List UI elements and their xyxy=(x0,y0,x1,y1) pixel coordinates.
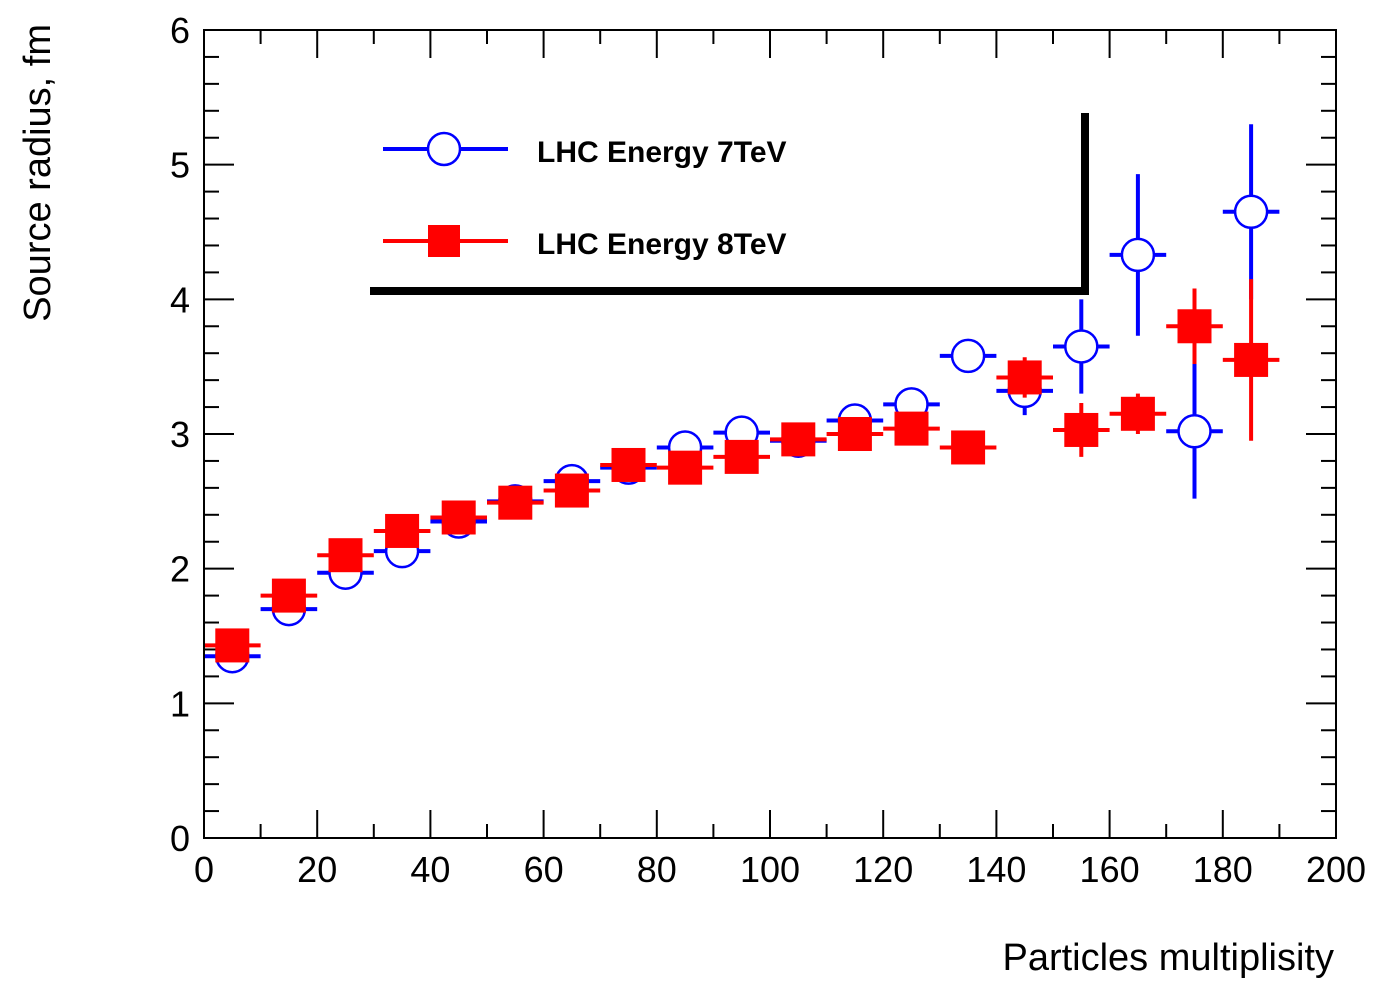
data-point-square xyxy=(441,500,476,535)
y-tick-label: 2 xyxy=(170,549,190,590)
legend-marker-7tev xyxy=(426,131,462,167)
data-point-square xyxy=(668,450,703,485)
plot-frame xyxy=(203,29,1337,839)
x-tick-label: 60 xyxy=(524,849,564,890)
x-tick-label: 100 xyxy=(740,849,800,890)
data-point-square xyxy=(328,538,363,573)
data-point-square xyxy=(1064,412,1099,447)
data-point-square xyxy=(498,485,533,520)
data-points xyxy=(204,124,1280,674)
data-point-square xyxy=(1177,309,1212,344)
y-tick-label: 3 xyxy=(170,414,190,455)
x-tick-label: 80 xyxy=(637,849,677,890)
data-point-square xyxy=(1234,342,1269,377)
series-7tev xyxy=(204,124,1280,674)
legend-border xyxy=(370,113,1089,295)
y-tick-label: 0 xyxy=(170,818,190,859)
data-point-square xyxy=(951,430,986,465)
data-point-circle xyxy=(950,338,986,374)
y-tick-label: 1 xyxy=(170,683,190,724)
x-tick-label: 160 xyxy=(1080,849,1140,890)
data-point-square xyxy=(271,578,306,613)
legend-label-8tev: LHC Energy 8TeV xyxy=(537,228,787,261)
data-point-square xyxy=(1120,396,1155,431)
axis-ticks: 0 20 40 60 80 100 120 140 160 180 200 0 1 2 3 4 5 6 xyxy=(170,10,1366,890)
legend-marker-8tev xyxy=(428,225,460,257)
data-point-square xyxy=(611,447,646,482)
data-point-circle xyxy=(1233,194,1269,230)
data-point-circle xyxy=(1177,414,1212,449)
data-point-circle xyxy=(1064,329,1099,364)
data-point-square xyxy=(894,411,929,446)
x-tick-label: 20 xyxy=(297,849,337,890)
legend: LHC Energy 7TeV LHC Energy 8TeV xyxy=(370,113,1089,295)
x-tick-label: 0 xyxy=(194,849,214,890)
data-point-square xyxy=(554,473,589,508)
data-point-square xyxy=(724,439,759,474)
x-tick-label: 180 xyxy=(1193,849,1253,890)
data-point-square xyxy=(1007,360,1042,395)
y-axis-title: Source radius, fm xyxy=(17,24,59,322)
x-tick-label: 200 xyxy=(1306,849,1366,890)
x-tick-label: 40 xyxy=(410,849,450,890)
data-point-square xyxy=(385,513,420,548)
data-point-circle xyxy=(1120,237,1156,273)
x-tick-label: 140 xyxy=(966,849,1026,890)
data-point-square xyxy=(215,628,250,663)
x-tick-label: 120 xyxy=(853,849,913,890)
legend-label-7tev: LHC Energy 7TeV xyxy=(537,136,787,169)
data-point-square xyxy=(837,417,872,451)
y-tick-label: 4 xyxy=(170,279,190,320)
y-tick-label: 5 xyxy=(170,145,190,186)
y-tick-label: 6 xyxy=(170,10,190,51)
x-axis-title: Particles multiplisity xyxy=(1002,937,1334,979)
data-point-square xyxy=(781,422,816,457)
series-8tev xyxy=(204,279,1280,663)
